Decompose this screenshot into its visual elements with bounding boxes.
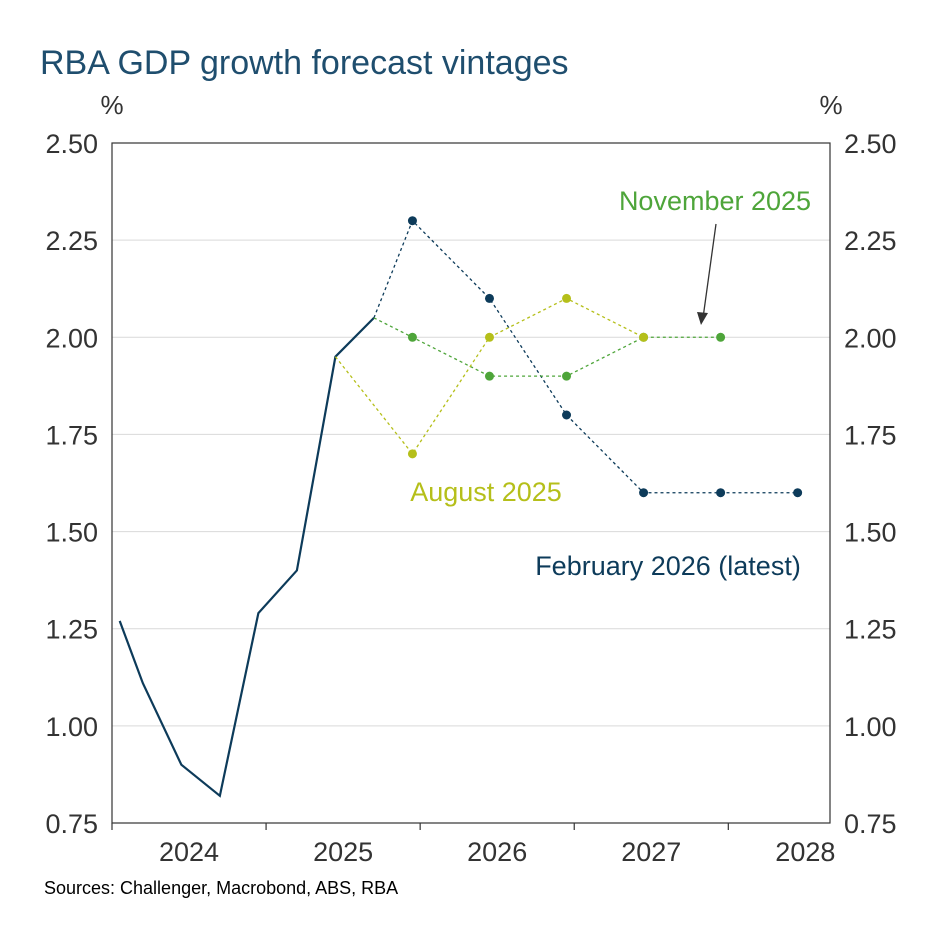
x-tick-label: 2024 <box>159 837 219 867</box>
point <box>793 488 803 498</box>
y2-tick-label: 2.25 <box>844 226 897 256</box>
point <box>639 332 649 342</box>
point <box>562 371 572 381</box>
y-tick-label: 1.75 <box>45 420 98 450</box>
series-line <box>373 219 798 494</box>
point <box>407 216 417 226</box>
y2-tick-label: 1.75 <box>844 420 897 450</box>
y-tick-label: 1.00 <box>45 712 98 742</box>
y2-tick-label: 1.00 <box>844 712 897 742</box>
series-line <box>118 317 375 798</box>
point <box>484 293 494 303</box>
point <box>484 371 494 381</box>
y2-tick-label: 1.50 <box>844 518 897 548</box>
annotations <box>697 223 717 325</box>
point <box>562 410 572 420</box>
y-tick-label: 1.25 <box>45 615 98 645</box>
point <box>562 293 572 303</box>
y-tick-label: 2.25 <box>45 226 98 256</box>
arrow <box>702 223 717 319</box>
y-tick-label: 2.50 <box>45 129 98 159</box>
series-line <box>334 297 644 455</box>
point <box>716 332 726 342</box>
series-label: November 2025 <box>619 186 811 216</box>
x-tick-label: 2025 <box>313 837 373 867</box>
y-unit: % <box>100 90 123 120</box>
y2-tick-label: 1.25 <box>844 615 897 645</box>
point <box>407 449 417 459</box>
series-line <box>373 317 721 377</box>
series-label: February 2026 (latest) <box>535 551 801 581</box>
y-tick-label: 1.50 <box>45 518 98 548</box>
x-tick-label: 2028 <box>775 837 835 867</box>
x-tick-label: 2027 <box>621 837 681 867</box>
y2-unit: % <box>819 90 842 120</box>
y-tick-label: 2.00 <box>45 323 98 353</box>
point <box>716 488 726 498</box>
point <box>639 488 649 498</box>
chart-title: RBA GDP growth forecast vintages <box>40 44 569 82</box>
point <box>407 332 417 342</box>
arrow-head <box>697 312 708 325</box>
y2-tick-label: 2.00 <box>844 323 897 353</box>
point <box>484 332 494 342</box>
source: Sources: Challenger, Macrobond, ABS, RBA <box>44 878 398 898</box>
y-tick-label: 0.75 <box>45 809 98 839</box>
series-label: August 2025 <box>410 477 562 507</box>
y2-tick-label: 0.75 <box>844 809 897 839</box>
y2-tick-label: 2.50 <box>844 129 897 159</box>
plot-frame <box>111 142 831 824</box>
x-tick-label: 2026 <box>467 837 527 867</box>
